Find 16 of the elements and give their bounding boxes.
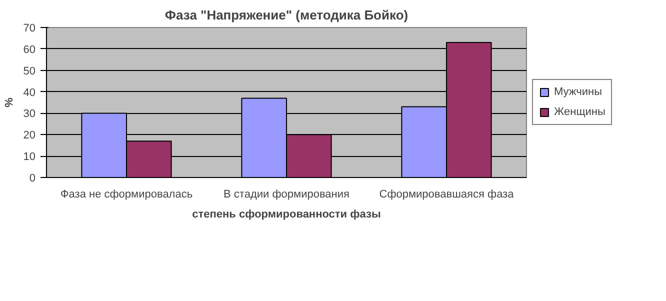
- x-tick-label: Сформировавшаяся фаза: [379, 188, 515, 200]
- y-axis-title: %: [3, 97, 16, 108]
- y-tick-label: 60: [23, 44, 36, 56]
- x-tick-label: В стадии формирования: [224, 188, 350, 200]
- legend-label: Женщины: [554, 106, 606, 118]
- x-tick-label: Фаза не сформировалась: [60, 188, 193, 200]
- chart-title: Фаза "Напряжение" (методика Бойко): [164, 8, 408, 22]
- y-tick-label: 0: [29, 172, 36, 184]
- y-tick-label: 70: [23, 22, 36, 34]
- y-tick-label: 40: [23, 86, 36, 99]
- legend-label: Мужчины: [554, 86, 602, 98]
- y-tick-label: 50: [23, 65, 36, 78]
- y-tick-label: 30: [23, 108, 36, 120]
- y-tick-label: 20: [23, 130, 36, 142]
- x-axis-title: степень сформированности фазы: [192, 208, 381, 220]
- y-tick-label: 10: [23, 151, 36, 164]
